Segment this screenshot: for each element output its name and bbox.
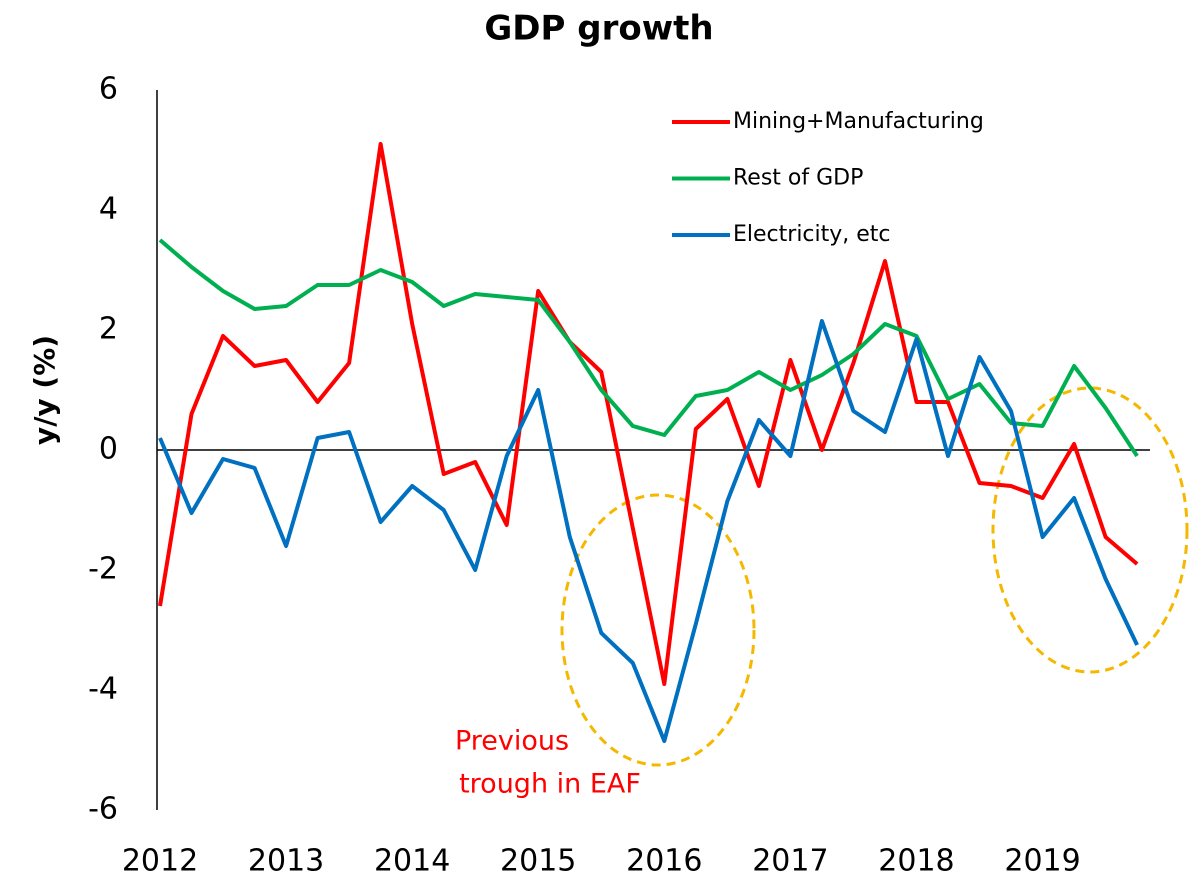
legend-label: Rest of GDP xyxy=(733,166,863,191)
y-axis-label: y/y (%) xyxy=(28,335,61,445)
legend-label: Mining+Manufacturing xyxy=(733,109,984,134)
x-tick-label: 2016 xyxy=(626,844,702,879)
annotation: trough in EAF xyxy=(459,769,641,800)
series-line xyxy=(158,238,1139,458)
x-tick-label: 2012 xyxy=(122,844,198,879)
x-tick-label: 2017 xyxy=(752,844,828,879)
annotation: Previous xyxy=(455,726,569,757)
y-tick-label: -6 xyxy=(88,792,118,827)
x-tick-label: 2014 xyxy=(374,844,450,879)
y-tick-label: -2 xyxy=(88,552,118,587)
y-tick-label: -4 xyxy=(88,672,118,707)
highlight-ellipse xyxy=(560,493,756,767)
x-tick-label: 2019 xyxy=(1004,844,1080,879)
chart-title: GDP growth xyxy=(484,9,713,49)
x-tick-label: 2015 xyxy=(500,844,576,879)
y-tick-label: 0 xyxy=(99,432,118,467)
x-tick-label: 2018 xyxy=(878,844,954,879)
y-tick-label: 6 xyxy=(99,72,118,107)
y-tick-label: 4 xyxy=(99,192,118,227)
y-tick-label: 2 xyxy=(99,312,118,347)
series-line xyxy=(158,319,1139,743)
legend-label: Electricity, etc xyxy=(733,222,891,247)
x-tick-label: 2013 xyxy=(248,844,324,879)
series-line xyxy=(158,142,1139,686)
highlight-ellipse xyxy=(991,386,1189,674)
